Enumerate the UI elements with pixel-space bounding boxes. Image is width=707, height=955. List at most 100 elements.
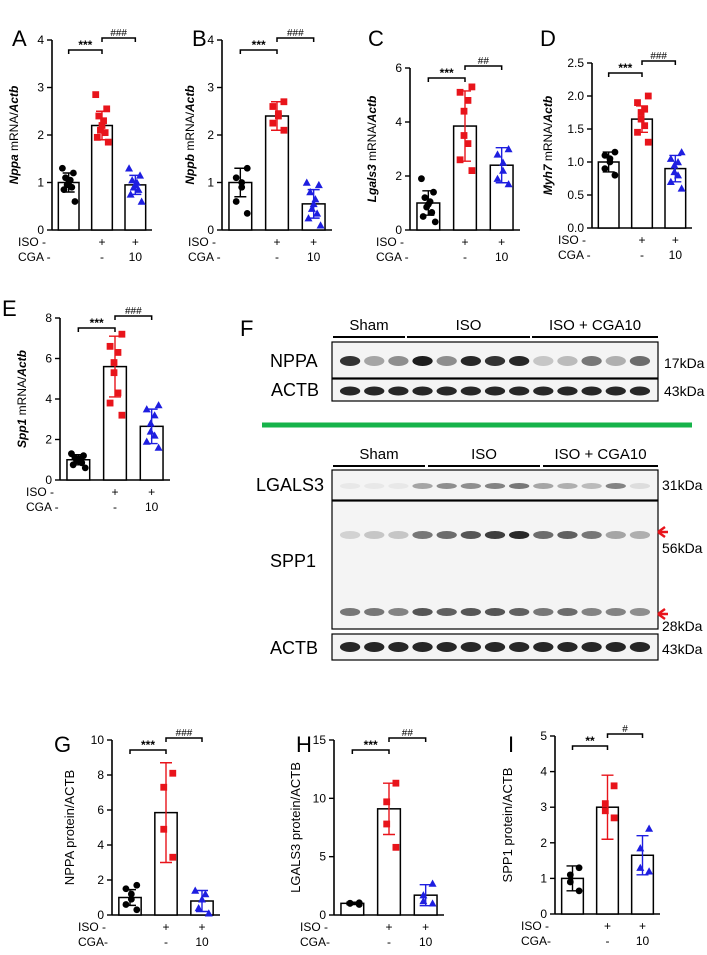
arrow-icon [657, 526, 668, 538]
group-label-cga: - [387, 935, 391, 949]
band-lgals3 [412, 483, 433, 489]
data-point-iso [160, 825, 168, 833]
error-bar [669, 154, 682, 183]
y-tick-label: 2 [97, 873, 104, 887]
error-bar [636, 834, 649, 876]
data-point-iso [160, 783, 168, 791]
data-point-sham [430, 188, 437, 196]
significance-label: ## [402, 728, 414, 739]
data-point-sham [232, 174, 240, 182]
y-tick-label: 0 [319, 908, 326, 922]
band-spp1-28 [509, 608, 530, 616]
data-point-iso [118, 411, 126, 419]
significance-label: ## [478, 56, 490, 67]
band-actb [557, 642, 578, 652]
error-bar [419, 883, 432, 907]
chart-panel-e: E 0 2 4 6 8 Spp1 mRNA/Actb *** ### ISO - + + CGA - - 1… [2, 296, 170, 514]
data-point-sham [81, 464, 89, 472]
data-point-iso [97, 126, 104, 134]
y-tick-label: 6 [45, 352, 52, 366]
data-point-sham [243, 209, 251, 217]
error-bar [271, 101, 283, 131]
chart-panel-a: A 0 1 2 3 4 Nppa mRNA/Actb *** ### ISO - + + CGA - - 1… [7, 26, 152, 264]
data-point-sham [68, 450, 75, 458]
group-label-cga: 10 [636, 934, 650, 948]
y-tick-label: 2 [207, 128, 214, 142]
group-label-cga: CGA- [300, 935, 330, 949]
y-tick-label: 8 [97, 768, 104, 782]
group-label-iso: + [498, 235, 505, 249]
band-lgals3 [339, 483, 361, 489]
error-bar [459, 90, 471, 162]
chart-panel-h: H 0 5 10 15 LGALS3 protein/ACTB *** ## ISO - + + CG… [288, 728, 444, 949]
data-point-cga [666, 154, 675, 162]
data-point-cga [316, 221, 325, 229]
band-lgals3 [533, 483, 554, 489]
data-point-sham [133, 881, 141, 889]
data-point-cga [154, 401, 163, 409]
y-axis-label: Lgals3 mRNA/Actb [365, 96, 379, 203]
y-tick-label: 3 [540, 800, 547, 814]
kda-label: 43kDa [662, 641, 703, 657]
data-point-iso [634, 99, 641, 106]
data-point-iso [392, 779, 400, 787]
error-bar [96, 110, 108, 141]
group-label-cga: CGA- [78, 935, 108, 949]
band-spp1-28 [581, 608, 602, 616]
y-axis-label: Spp1 mRNA/Actb [15, 350, 29, 448]
blot-label-spp1: SPP1 [270, 551, 316, 571]
data-point-iso [641, 105, 649, 113]
panel-label: F [240, 316, 253, 341]
sig-bracket-left [239, 49, 278, 54]
band-actb [605, 642, 626, 652]
sig-bracket-right [276, 37, 315, 42]
blot-group-label: Sham [349, 317, 388, 334]
group-label-cga: - [113, 500, 117, 514]
y-tick-label: 0 [37, 223, 44, 237]
data-point-cga [499, 158, 508, 166]
y-axis-label: SPP1 protein/ACTB [500, 768, 515, 883]
group-label-cga: 10 [495, 250, 509, 264]
data-point-cga [306, 188, 315, 196]
band-spp1-28 [388, 608, 409, 616]
y-tick-label: 1 [540, 871, 547, 885]
error-bar [346, 901, 359, 906]
blot-group-label: ISO [471, 446, 497, 463]
band-actb [509, 386, 530, 396]
data-point-cga [150, 411, 159, 419]
band-actb [339, 386, 361, 396]
y-tick-label: 8 [45, 311, 52, 325]
group-label-iso: + [639, 919, 646, 933]
data-point-sham [601, 152, 609, 159]
group-label-iso: + [148, 485, 155, 499]
band-lgals3 [629, 483, 651, 489]
band-actb [533, 642, 554, 652]
significance-label: ### [110, 28, 127, 39]
group-label-iso: ISO - [300, 920, 328, 934]
y-tick-label: 0 [207, 223, 214, 237]
data-point-cga [645, 867, 654, 875]
group-label-iso: + [638, 233, 645, 247]
data-point-sham [611, 171, 619, 179]
data-point-sham [428, 209, 436, 216]
group-label-cga: CGA - [558, 248, 591, 262]
band-actb [484, 642, 506, 652]
band-actb [581, 642, 602, 652]
band-nppa [581, 356, 602, 366]
data-point-cga [194, 904, 203, 912]
data-point-iso [106, 399, 114, 407]
group-label-cga: - [275, 250, 279, 264]
band-lgals3 [436, 483, 457, 489]
band-nppa [484, 356, 506, 366]
y-tick-label: 4 [395, 115, 402, 129]
kda-label: 56kDa [662, 540, 703, 556]
sig-bracket-left [571, 745, 609, 750]
error-bar [601, 774, 614, 840]
group-label-iso: + [162, 920, 169, 934]
data-point-sham [238, 179, 246, 186]
significance-label: ### [650, 51, 667, 62]
arrow-icon [657, 608, 668, 620]
band-spp1-56 [412, 531, 433, 539]
band-nppa [388, 356, 409, 366]
